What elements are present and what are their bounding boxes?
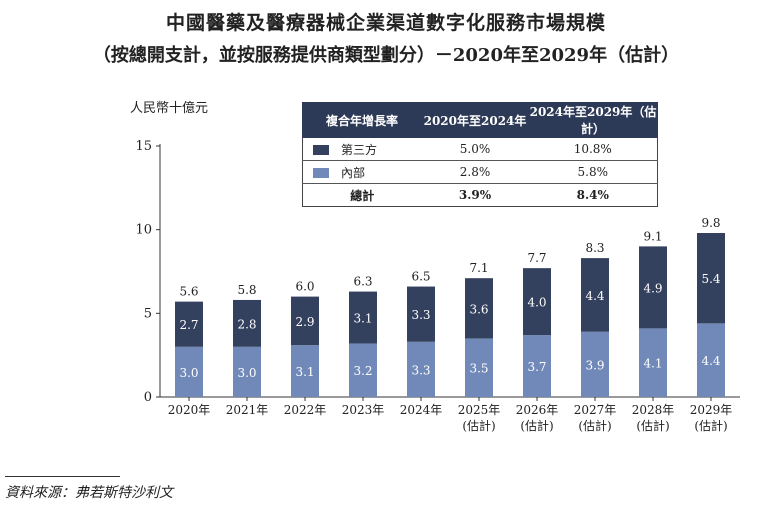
legend-row-internal: 內部 2.8% 5.8% xyxy=(302,160,658,184)
bar-label-internal: 4.1 xyxy=(643,357,662,371)
bar-internal xyxy=(639,328,667,397)
x-tick-label: (估計) xyxy=(636,418,669,433)
x-tick-label: 2021年 xyxy=(226,403,269,417)
bar-total-label: 9.1 xyxy=(643,229,662,243)
bar-external xyxy=(407,286,435,342)
bar-internal xyxy=(523,335,551,397)
x-tick-label: 2025年 xyxy=(458,403,501,417)
bar-label-external: 3.3 xyxy=(411,308,430,322)
bar-internal xyxy=(465,338,493,397)
bar-label-external: 2.8 xyxy=(237,317,256,331)
x-tick-label: 2026年 xyxy=(516,403,559,417)
x-tick-label: 2028年 xyxy=(632,403,675,417)
x-tick-label: 2023年 xyxy=(342,403,385,417)
bar-total-label: 5.8 xyxy=(237,283,256,297)
bar-label-internal: 3.7 xyxy=(527,360,546,374)
cagr-internal-2020-2024: 2.8% xyxy=(421,160,529,184)
bar-label-external: 4.0 xyxy=(527,296,546,310)
bar-internal xyxy=(175,346,203,397)
bar-label-external: 2.7 xyxy=(179,318,198,332)
external-swatch xyxy=(313,144,329,155)
bar-label-external: 5.4 xyxy=(701,272,720,286)
legend-label-internal: 內部 xyxy=(341,165,366,180)
bar-internal xyxy=(349,343,377,397)
stacked-bar-chart: 人民幣十億元 0 5 10 15 3.0 2.7 5.6 2020年 3.0 2.8 5.8 2021年… xyxy=(130,100,740,433)
x-tick-label: 2024年 xyxy=(400,403,443,417)
x-tick-label: 2022年 xyxy=(284,403,327,417)
legend-label-external: 第三方 xyxy=(341,142,378,157)
legend-row-external: 第三方 5.0% 10.8% xyxy=(302,137,658,161)
bar-external xyxy=(581,258,609,332)
bar-label-external: 3.1 xyxy=(353,312,372,326)
chart-subtitle: （按總開支計，並按服務提供商類型劃分）－2020年至2029年（估計） xyxy=(92,45,680,66)
y-tick-label: 15 xyxy=(135,139,152,154)
bar-external xyxy=(523,268,551,336)
bar-internal xyxy=(581,331,609,397)
x-tick-label: 2020年 xyxy=(168,403,211,417)
legend-row-total: 總計 3.9% 8.4% xyxy=(303,184,658,207)
bar-external xyxy=(639,246,667,329)
cagr-external-2020-2024: 5.0% xyxy=(421,137,529,161)
legend-header-label: 複合年增長率 xyxy=(302,102,422,138)
x-tick-label: (估計) xyxy=(578,418,611,433)
bar-label-external: 4.9 xyxy=(643,281,662,295)
source-note: 資料來源：弗若斯特沙利文 xyxy=(5,485,173,501)
internal-swatch xyxy=(313,167,329,178)
cagr-total-2024-2029: 8.4% xyxy=(576,188,609,202)
y-tick-label: 0 xyxy=(144,390,152,405)
bar-label-internal: 3.0 xyxy=(237,366,256,380)
x-tick-label: 2027年 xyxy=(574,403,617,417)
bar-label-internal: 3.5 xyxy=(469,362,488,376)
cagr-internal-2024-2029: 5.8% xyxy=(528,160,658,184)
cagr-external-2024-2029: 10.8% xyxy=(528,137,658,161)
bar-internal xyxy=(407,341,435,397)
bar-total-label: 9.8 xyxy=(701,216,720,230)
bar-total-label: 6.5 xyxy=(411,270,430,284)
bar-label-internal: 3.2 xyxy=(353,364,372,378)
bar-total-label: 6.0 xyxy=(295,280,314,294)
bar-label-external: 3.6 xyxy=(469,302,488,316)
y-axis-label: 人民幣十億元 xyxy=(130,100,208,116)
legend-header-period1: 2020年至2024年 xyxy=(421,102,529,138)
cagr-total-2020-2024: 3.9% xyxy=(458,188,492,202)
bar-external xyxy=(233,299,261,347)
bar-total-label: 6.3 xyxy=(353,275,372,289)
bar-total-label: 7.1 xyxy=(469,261,488,275)
bar-external xyxy=(465,278,493,339)
bar-label-internal: 3.0 xyxy=(179,366,198,380)
y-tick-label: 5 xyxy=(144,306,152,321)
x-tick-label: (估計) xyxy=(520,418,553,433)
bar-label-internal: 4.4 xyxy=(701,354,720,368)
bar-internal xyxy=(233,346,261,397)
bar-internal xyxy=(697,323,725,397)
x-tick-label: (估計) xyxy=(694,418,727,433)
bar-external xyxy=(349,291,377,344)
x-tick-label: (估計) xyxy=(462,418,495,433)
legend-label-total: 總計 xyxy=(350,188,375,203)
bar-external xyxy=(175,301,203,347)
bar-label-external: 2.9 xyxy=(295,315,314,329)
bar-external xyxy=(697,233,725,324)
chart-title: 中國醫藥及醫療器械企業渠道數字化服務市場規模 xyxy=(165,12,606,34)
source-divider xyxy=(5,476,120,477)
y-tick-label: 10 xyxy=(135,223,152,238)
bar-external xyxy=(291,296,319,346)
bar-label-external: 4.4 xyxy=(585,289,604,303)
legend-header-period2: 2024年至2029年（估計） xyxy=(528,102,658,138)
cagr-legend-table: 複合年增長率 2020年至2024年 2024年至2029年（估計） 第三方 5… xyxy=(302,102,658,207)
bar-total-label: 5.6 xyxy=(179,285,198,299)
x-tick-label: 2029年 xyxy=(690,403,733,417)
bar-label-internal: 3.1 xyxy=(295,365,314,379)
bar-label-internal: 3.3 xyxy=(411,363,430,377)
bar-label-internal: 3.9 xyxy=(585,358,604,372)
bar-total-label: 8.3 xyxy=(585,241,604,255)
bar-total-label: 7.7 xyxy=(527,251,546,265)
bar-internal xyxy=(291,345,319,397)
